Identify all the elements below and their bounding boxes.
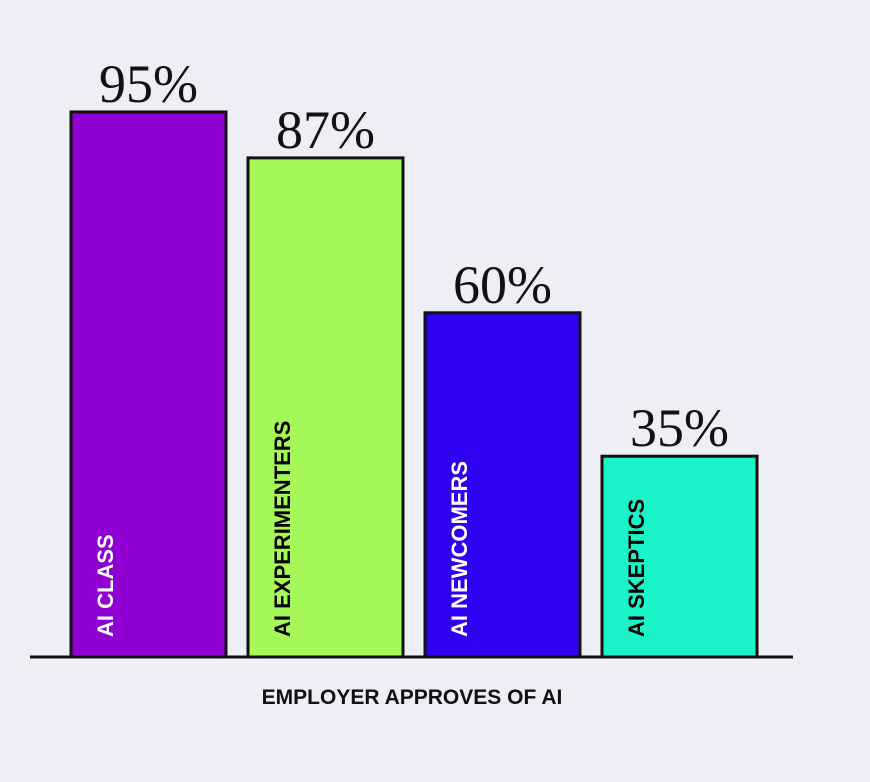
bar	[69, 110, 228, 659]
bar	[246, 156, 405, 659]
category-label: AI EXPERIMENTERS	[270, 421, 295, 637]
bar	[423, 311, 582, 659]
category-label: AI SKEPTICS	[624, 499, 649, 637]
category-label: AI NEWCOMERS	[447, 461, 472, 637]
x-axis-label: EMPLOYER APPROVES OF AI	[262, 686, 563, 709]
value-label: 60%	[453, 255, 552, 315]
category-label: AI CLASS	[93, 534, 118, 637]
value-label: 95%	[99, 54, 198, 114]
value-label: 87%	[276, 100, 375, 160]
value-label: 35%	[630, 398, 729, 458]
